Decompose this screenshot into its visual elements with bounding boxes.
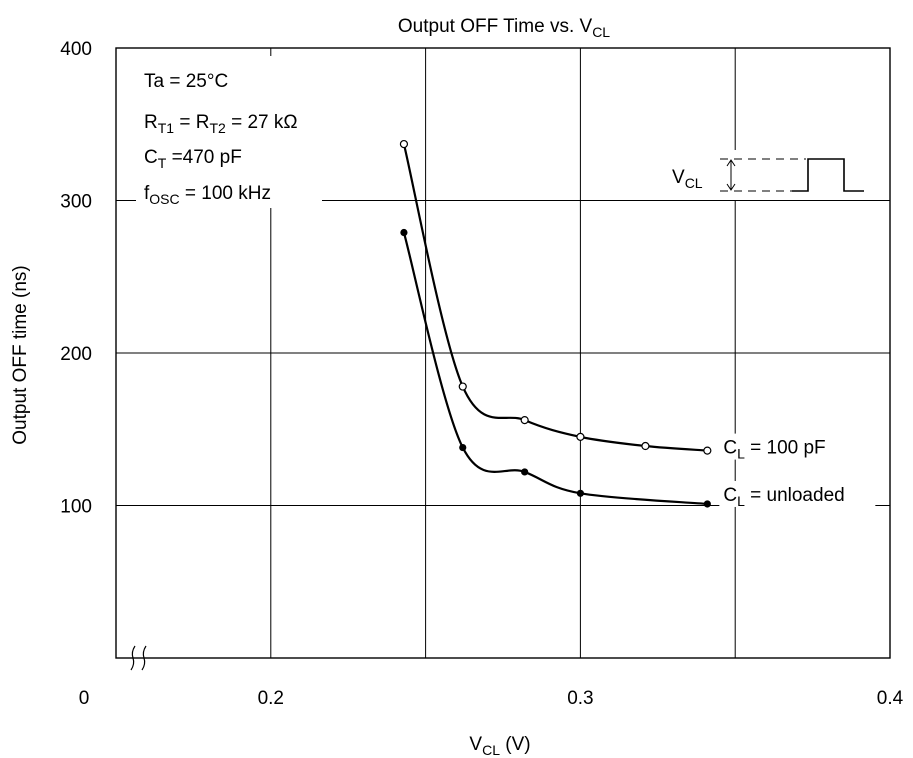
x-tick-label: 0.3 [567, 688, 593, 709]
data-point-cl-unloaded [703, 500, 711, 508]
condition-capacitor: CT =470 pF [144, 147, 242, 171]
data-point-cl-unloaded [459, 443, 467, 452]
chart-title-main: Output OFF Time vs. V [398, 16, 593, 37]
condition-frequency-value: = 100 kHz [180, 183, 271, 204]
pulse-arrowhead-bottom [726, 183, 736, 191]
y-axis-label: Output OFF time (ns) [10, 265, 31, 444]
condition-frequency-sub: OSC [149, 191, 179, 207]
y-tick-label: 300 [60, 192, 92, 213]
chart-title: Output OFF Time vs. VCL [398, 16, 610, 40]
series-label-rest: = 100 pF [745, 438, 826, 459]
x-axis-label-sub: CL [482, 742, 500, 758]
pulse-diagram: VCL [664, 150, 874, 200]
y-tick-labels: 100 200 300 400 [60, 39, 92, 518]
x-axis-label: VCL (V) [469, 734, 530, 758]
data-point-cl-unloaded [521, 468, 529, 476]
chart-title-sub: CL [592, 24, 610, 40]
data-point-cl-100pf [703, 446, 712, 455]
pulse-label-main: V [672, 167, 685, 188]
x-origin-label: 0 [79, 688, 90, 709]
series-label-main: C [723, 485, 737, 506]
series-label-cl-100pf: CL = 100 pF [723, 438, 825, 462]
conditions-background [136, 56, 322, 208]
series-label-background [719, 433, 876, 460]
x-tick-label: 0.2 [258, 688, 284, 709]
condition-capacitor-sub: T [158, 155, 167, 171]
series-label-sub: L [737, 493, 745, 509]
condition-temperature-text: Ta = 25°C [144, 71, 228, 92]
y-tick-label: 200 [60, 344, 92, 365]
conditions-box: Ta = 25°C RT1 = RT2 = 27 kΩ CT =470 pF f… [136, 56, 322, 208]
condition-resistors-sub2: T2 [209, 120, 226, 136]
pulse-label-sub: CL [685, 175, 703, 191]
series-label-main: C [723, 438, 737, 459]
x-axis-label-main: V [469, 734, 482, 755]
condition-frequency-main: f [144, 183, 150, 204]
condition-capacitor-value: =470 pF [166, 147, 242, 168]
data-point-cl-unloaded [576, 489, 585, 497]
data-point-cl-100pf [458, 382, 467, 391]
series-label-background [719, 480, 876, 507]
pulse-waveform [792, 158, 864, 192]
data-point-cl-100pf [641, 441, 650, 451]
condition-frequency: fOSC = 100 kHz [144, 183, 271, 207]
data-point-cl-100pf [576, 432, 585, 441]
axis-break-mark [130, 645, 147, 671]
series-line-cl-unloaded [402, 232, 708, 506]
data-series [399, 139, 712, 508]
data-point-cl-100pf [399, 139, 409, 149]
pulse-arrowhead-top [726, 159, 736, 167]
condition-resistors-main: R [144, 112, 158, 133]
condition-temperature: Ta = 25°C [144, 71, 228, 92]
condition-resistors-value: = 27 kΩ [226, 112, 298, 133]
y-tick-label: 100 [60, 497, 92, 518]
data-point-cl-unloaded [400, 228, 408, 237]
x-axis-label-unit: (V) [500, 734, 531, 755]
series-label-sub: L [737, 446, 745, 462]
y-tick-label: 400 [60, 39, 92, 60]
condition-resistors-sub1: T1 [158, 120, 175, 136]
series-label-rest: = unloaded [745, 485, 845, 506]
condition-resistors: RT1 = RT2 = 27 kΩ [144, 112, 298, 136]
condition-resistors-mid: = R [174, 112, 209, 133]
x-tick-label: 0.4 [877, 688, 904, 709]
data-point-cl-100pf [520, 416, 529, 425]
condition-capacitor-main: C [144, 147, 158, 168]
x-tick-labels: 0.2 0.3 0.4 [258, 688, 904, 709]
series-line-cl-100pf [402, 143, 708, 452]
pulse-label: VCL [672, 167, 703, 191]
series-label-cl-unloaded: CL = unloaded [723, 485, 844, 509]
